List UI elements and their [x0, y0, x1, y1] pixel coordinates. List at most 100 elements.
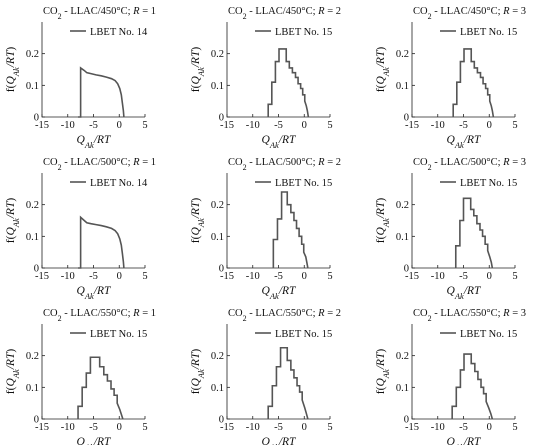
- x-tick-label: -5: [459, 120, 468, 131]
- legend-label: LBET No. 15: [275, 27, 332, 38]
- x-tick-label: -15: [405, 271, 419, 282]
- legend-label: LBET No. 15: [460, 27, 517, 38]
- y-tick-label: 0.1: [211, 383, 224, 394]
- chart-panel: CO2 - LLAC/550°C; R = 3 -15 -10 -5 0 5 0 0.1 0.2…: [375, 308, 526, 445]
- panel-title: CO2 - LLAC/450°C; R = 2: [228, 6, 341, 21]
- chart-panel: CO2 - LLAC/550°C; R = 2 -15 -10 -5 0 5 0 0.1 0.2…: [190, 308, 341, 445]
- x-axis-label: QAk/RT: [77, 285, 113, 301]
- x-tick-label: -10: [431, 422, 445, 433]
- panel-title: CO2 - LLAC/550°C; R = 2: [228, 308, 341, 323]
- x-tick-label: 5: [512, 422, 517, 433]
- y-axis-label: f(QAk/RT): [190, 349, 206, 395]
- x-tick-label: -10: [431, 120, 445, 131]
- y-tick-label: 0.2: [211, 351, 224, 362]
- y-axis-label: f(QAk/RT): [5, 47, 21, 93]
- y-axis-label: f(QAk/RT): [375, 47, 391, 93]
- y-tick-label: 0.2: [211, 49, 224, 60]
- x-tick-label: 5: [512, 120, 517, 131]
- y-axis-label: f(QAk/RT): [375, 349, 391, 395]
- x-tick-label: -5: [274, 422, 283, 433]
- y-tick-label: 0.1: [396, 383, 409, 394]
- y-tick-label: 0.2: [26, 49, 39, 60]
- x-tick-label: 5: [327, 271, 332, 282]
- panel-title: CO2 - LLAC/500°C; R = 1: [43, 157, 156, 172]
- x-axis-label: QAk/RT: [262, 285, 298, 301]
- x-tick-label: 0: [117, 271, 122, 282]
- x-tick-label: -10: [246, 271, 260, 282]
- x-tick-label: -10: [61, 271, 75, 282]
- y-axis-label: f(QAk/RT): [5, 198, 21, 244]
- y-axis-label: f(QAk/RT): [190, 198, 206, 244]
- x-tick-label: -5: [274, 271, 283, 282]
- x-tick-label: -15: [220, 422, 234, 433]
- x-tick-label: -15: [220, 271, 234, 282]
- legend-label: LBET No. 14: [90, 178, 148, 189]
- x-tick-label: 0: [117, 120, 122, 131]
- y-tick-label: 0: [219, 113, 224, 124]
- x-tick-label: -15: [35, 120, 49, 131]
- distribution-series-line: [452, 48, 495, 118]
- legend-label: LBET No. 15: [90, 329, 147, 340]
- x-tick-label: -10: [246, 120, 260, 131]
- distribution-series-line: [451, 353, 494, 420]
- x-tick-label: -10: [431, 271, 445, 282]
- x-tick-label: 5: [512, 271, 517, 282]
- x-tick-label: -10: [246, 422, 260, 433]
- x-tick-label: -15: [35, 271, 49, 282]
- y-tick-label: 0.1: [211, 232, 224, 243]
- y-tick-label: 0.2: [26, 351, 39, 362]
- y-tick-label: 0: [404, 415, 409, 426]
- x-tick-label: -5: [89, 422, 98, 433]
- y-tick-label: 0.2: [26, 200, 39, 211]
- y-tick-label: 0.2: [396, 351, 409, 362]
- y-tick-label: 0.1: [26, 232, 39, 243]
- y-tick-label: 0: [404, 113, 409, 124]
- x-tick-label: -15: [35, 422, 49, 433]
- x-axis-label: QAk/RT: [77, 134, 113, 150]
- x-axis-label: QAk/RT: [262, 436, 298, 445]
- x-tick-label: 5: [327, 422, 332, 433]
- x-tick-label: 5: [142, 271, 147, 282]
- chart-panel: CO2 - LLAC/450°C; R = 3 -15 -10 -5 0 5 0 0.1 0.2…: [375, 6, 526, 150]
- x-tick-label: 5: [142, 120, 147, 131]
- x-tick-label: 0: [302, 271, 307, 282]
- y-tick-label: 0.1: [396, 81, 409, 92]
- x-tick-label: 5: [142, 422, 147, 433]
- chart-panel: CO2 - LLAC/550°C; R = 1 -15 -10 -5 0 5 0 0.1 0.2…: [5, 308, 156, 445]
- chart-panel: CO2 - LLAC/500°C; R = 3 -15 -10 -5 0 5 0 0.1 0.2…: [375, 157, 526, 301]
- x-axis-label: QAk/RT: [262, 134, 298, 150]
- y-tick-label: 0.1: [396, 232, 409, 243]
- panel-title: CO2 - LLAC/500°C; R = 2: [228, 157, 341, 172]
- distribution-series-line: [267, 346, 309, 420]
- distribution-series-line: [272, 191, 309, 269]
- y-tick-label: 0: [34, 113, 39, 124]
- legend-label: LBET No. 14: [90, 27, 148, 38]
- x-axis-label: QAk/RT: [447, 436, 483, 445]
- x-tick-label: -10: [61, 422, 75, 433]
- legend-label: LBET No. 15: [460, 329, 517, 340]
- panel-title: CO2 - LLAC/550°C; R = 1: [43, 308, 156, 323]
- panel-title: CO2 - LLAC/450°C; R = 3: [413, 6, 526, 21]
- distribution-series-line: [77, 356, 124, 420]
- panel-title: CO2 - LLAC/450°C; R = 1: [43, 6, 156, 21]
- y-axis-label: f(QAk/RT): [190, 47, 206, 93]
- x-axis-label: QAk/RT: [447, 134, 483, 150]
- legend-label: LBET No. 15: [275, 178, 332, 189]
- x-tick-label: -5: [459, 422, 468, 433]
- chart-panel: CO2 - LLAC/500°C; R = 1 -15 -10 -5 0 5 0 0.1 0.2…: [5, 157, 156, 301]
- chart-panel: CO2 - LLAC/450°C; R = 2 -15 -10 -5 0 5 0 0.1 0.2…: [190, 6, 341, 150]
- x-tick-label: 0: [302, 120, 307, 131]
- distribution-series-line: [454, 197, 494, 269]
- x-tick-label: 0: [302, 422, 307, 433]
- x-tick-label: -5: [459, 271, 468, 282]
- x-tick-label: 5: [327, 120, 332, 131]
- x-tick-label: -15: [405, 422, 419, 433]
- legend-label: LBET No. 15: [460, 178, 517, 189]
- y-tick-label: 0.1: [211, 81, 224, 92]
- y-axis-label: f(QAk/RT): [375, 198, 391, 244]
- panel-title: CO2 - LLAC/550°C; R = 3: [413, 308, 526, 323]
- y-tick-label: 0: [219, 264, 224, 275]
- y-tick-label: 0.2: [211, 200, 224, 211]
- distribution-series-line: [78, 215, 125, 269]
- x-tick-label: -15: [405, 120, 419, 131]
